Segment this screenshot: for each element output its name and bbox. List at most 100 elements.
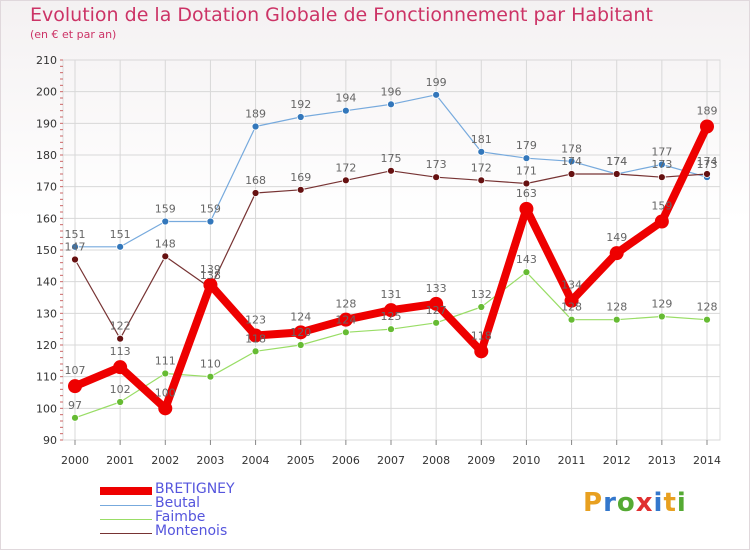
- x-tick-label: 2004: [242, 454, 270, 467]
- data-label-fairbe: 120: [290, 326, 311, 339]
- data-point-beutal: [341, 106, 350, 115]
- x-tick-label: 2005: [287, 454, 315, 467]
- data-point-bretigney: [158, 401, 173, 416]
- data-label-montenois: 168: [245, 174, 266, 187]
- data-point-beutal: [387, 100, 395, 109]
- data-label-bretigney: 100: [155, 386, 176, 399]
- y-tick-label: 180: [36, 149, 57, 162]
- data-point-montenois: [296, 185, 305, 194]
- y-tick-label: 100: [36, 402, 57, 415]
- y-tick-label: 150: [36, 244, 57, 257]
- data-label-beutal: 189: [245, 108, 266, 121]
- data-point-fairbe: [161, 369, 170, 378]
- logo-letter: o: [616, 488, 636, 518]
- data-point-fairbe: [251, 347, 260, 356]
- data-label-bretigney: 128: [335, 298, 356, 311]
- data-label-beutal: 174: [606, 155, 627, 168]
- data-point-bretigney: [68, 379, 82, 394]
- data-label-bretigney: 139: [200, 263, 221, 276]
- x-tick-label: 2001: [106, 454, 134, 467]
- data-point-bretigney: [293, 325, 308, 340]
- data-point-beutal: [432, 90, 441, 99]
- logo-letter: i: [676, 488, 687, 518]
- data-point-montenois: [703, 170, 711, 178]
- data-point-beutal: [251, 122, 260, 131]
- series-layer: [68, 90, 714, 422]
- y-tick-label: 130: [36, 307, 57, 320]
- data-point-beutal: [522, 154, 531, 163]
- legend-label-bretigney: BRETIGNEY: [155, 481, 235, 497]
- data-label-fairbe: 97: [68, 399, 82, 412]
- data-point-beutal: [206, 217, 215, 226]
- data-label-bretigney: 113: [110, 345, 131, 358]
- data-label-montenois: 174: [697, 155, 718, 168]
- y-tick-label: 210: [36, 54, 57, 67]
- data-point-bretigney: [564, 293, 579, 308]
- data-label-beutal: 199: [426, 76, 447, 89]
- data-label-beutal: 159: [200, 203, 221, 216]
- x-tick-label: 2007: [377, 454, 405, 467]
- data-point-montenois: [567, 170, 576, 178]
- logo-letter: i: [653, 488, 664, 518]
- data-label-bretigney: 133: [426, 282, 447, 295]
- data-label-fairbe: 125: [381, 310, 402, 323]
- data-point-fairbe: [71, 413, 79, 422]
- data-label-fairbe: 129: [651, 298, 672, 311]
- proxiti-logo: Proxiti: [583, 488, 687, 518]
- y-tick-label: 170: [36, 181, 57, 194]
- data-point-fairbe: [657, 312, 666, 321]
- data-label-beutal: 192: [290, 98, 311, 111]
- data-label-fairbe: 110: [200, 358, 221, 371]
- data-point-montenois: [612, 170, 621, 178]
- data-label-montenois: 172: [335, 161, 356, 174]
- data-point-fairbe: [612, 315, 621, 324]
- data-point-montenois: [657, 173, 666, 182]
- data-point-beutal: [657, 160, 666, 169]
- data-point-bretigney: [248, 328, 263, 343]
- data-point-bretigney: [519, 201, 534, 216]
- y-tick-label: 120: [36, 339, 57, 352]
- y-tick-label: 160: [36, 212, 57, 225]
- data-point-bretigney: [609, 246, 624, 261]
- logo-letter: t: [663, 488, 677, 518]
- legend-swatch-faimbe: [100, 519, 152, 520]
- data-label-beutal: 177: [651, 146, 672, 159]
- y-tick-label: 140: [36, 276, 57, 289]
- data-label-montenois: 174: [561, 155, 582, 168]
- y-axis: 90 100 110 120 130 140 150 160 170 180 190 200 210: [36, 54, 63, 447]
- data-point-montenois: [387, 166, 395, 175]
- data-label-bretigney: 118: [471, 329, 492, 342]
- data-label-bretigney: 124: [290, 310, 311, 323]
- data-label-beutal: 151: [110, 228, 131, 241]
- data-point-bretigney: [474, 344, 489, 359]
- legend-swatch-bretigney: [100, 487, 152, 495]
- logo-letter: P: [583, 488, 604, 518]
- data-label-montenois: 175: [381, 152, 402, 165]
- data-label-beutal: 159: [155, 203, 176, 216]
- data-label-montenois: 122: [110, 320, 131, 333]
- data-point-beutal: [296, 113, 305, 121]
- data-point-fairbe: [206, 372, 215, 381]
- x-tick-label: 2003: [196, 454, 224, 467]
- data-point-montenois: [477, 176, 486, 185]
- logo-letter: r: [603, 488, 617, 518]
- data-label-bretigney: 123: [245, 314, 266, 327]
- y-tick-label: 110: [36, 371, 57, 384]
- data-point-bretigney: [203, 277, 218, 292]
- data-label-bretigney: 131: [381, 288, 402, 301]
- data-label-bretigney: 149: [606, 231, 627, 244]
- x-tick-label: 2000: [61, 454, 89, 467]
- legend-label-montenois: Montenois: [155, 523, 228, 539]
- data-point-beutal: [116, 242, 125, 251]
- y-tick-label: 90: [43, 434, 57, 447]
- data-point-montenois: [251, 189, 260, 197]
- data-point-montenois: [116, 334, 125, 343]
- data-point-bretigney: [429, 296, 444, 311]
- data-label-fairbe: 128: [561, 301, 582, 314]
- data-label-fairbe: 102: [110, 383, 131, 396]
- data-label-montenois: 169: [290, 171, 311, 184]
- legend-label-faimbe: Faimbe: [155, 509, 206, 525]
- x-tick-label: 2010: [512, 454, 540, 467]
- data-label-montenois: 174: [606, 155, 627, 168]
- x-tick-label: 2006: [332, 454, 360, 467]
